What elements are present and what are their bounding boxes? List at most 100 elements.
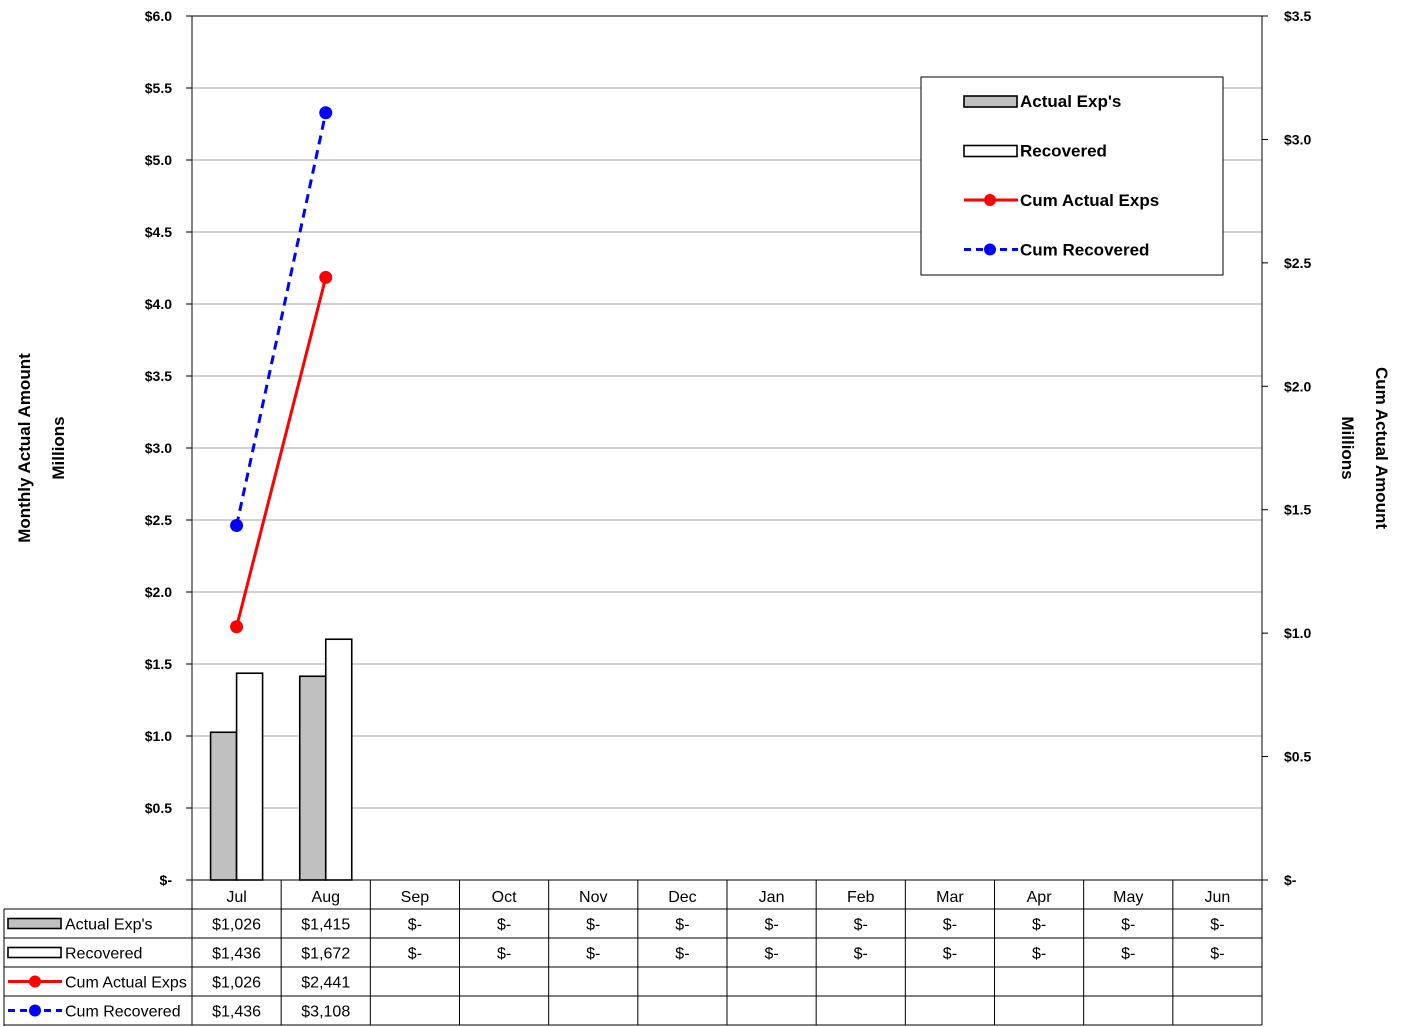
table-cell: $- [943, 917, 957, 934]
legend-label-cum-actual-exps: Cum Actual Exps [1020, 191, 1159, 210]
legend-label-cum-recovered: Cum Recovered [1020, 241, 1149, 260]
table-cell: $- [1210, 946, 1224, 963]
table-cell: $- [764, 917, 778, 934]
left-axis-title-line1: Monthly Actual Amount [15, 353, 34, 543]
table-row-label: Cum Recovered [65, 1004, 181, 1021]
left-tick-label: $2.5 [145, 512, 172, 528]
category-label-nov: Nov [579, 889, 607, 906]
left-tick-label: $3.5 [145, 368, 172, 384]
legend: Actual Exp's Recovered Cum Actual Exps Cum … [920, 76, 1224, 276]
right-tick-label: $- [1284, 872, 1297, 888]
table-cell: $- [943, 946, 957, 963]
category-label-jul: Jul [226, 889, 246, 906]
left-tick-label: $1.5 [145, 656, 172, 672]
axes: $6.0 $5.5 $5.0 $4.5 $4.0 $3.5 $3.0 $2.5 $2.0 $1.5… [15, 8, 1391, 888]
table-cell: $- [1032, 917, 1046, 934]
table-cell: $- [854, 946, 868, 963]
right-tick-label: $3.5 [1284, 8, 1311, 24]
table-cell: $1,026 [212, 917, 261, 934]
table-row-label: Actual Exp's [65, 917, 153, 934]
table-cell: $- [1121, 917, 1135, 934]
table-cell: $1,415 [301, 917, 350, 934]
left-tick-label: $5.0 [145, 152, 172, 168]
series-line-cum-actual-exps [235, 277, 328, 628]
legend-label-recovered: Recovered [1020, 142, 1107, 161]
table-cell: $- [675, 917, 689, 934]
table-cell: $3,108 [301, 1004, 350, 1021]
bars [209, 638, 353, 881]
category-label-sep: Sep [401, 889, 430, 906]
category-label-jan: Jan [759, 889, 785, 906]
left-tick-label: $0.5 [145, 800, 172, 816]
table-cell: $- [1210, 917, 1224, 934]
right-tick-label: $1.5 [1284, 502, 1311, 518]
category-label-jun: Jun [1205, 889, 1231, 906]
gridlines [192, 87, 1262, 809]
table-row-label: Recovered [65, 946, 142, 963]
point-cum-recovered-jul [230, 519, 244, 533]
left-tick-label: $2.0 [145, 584, 172, 600]
table-cell: $- [497, 917, 511, 934]
table-key-marker-3 [29, 1004, 41, 1017]
right-axis-title: Cum Actual Amount Millions [1338, 367, 1391, 529]
legend-box [920, 76, 1224, 276]
table-cell: $1,436 [212, 946, 261, 963]
legend-marker-cum-recovered [984, 243, 996, 256]
table-cell: $2,441 [301, 975, 350, 992]
category-label-aug: Aug [312, 889, 340, 906]
table-cell: $- [675, 946, 689, 963]
table-cell: $1,436 [212, 1004, 261, 1021]
table-key-marker-2 [29, 975, 41, 988]
left-tick-label: $- [160, 872, 173, 888]
right-axis-title-line2: Millions [1338, 416, 1357, 479]
table-cell: $- [764, 946, 778, 963]
table-key-1 [7, 946, 62, 959]
legend-key-recovered [963, 144, 1018, 158]
category-label-oct: Oct [492, 889, 517, 906]
left-axis-title-line2: Millions [49, 416, 68, 479]
right-tick-label: $1.0 [1284, 625, 1311, 641]
right-tick-label: $0.5 [1284, 749, 1311, 765]
left-tick-label: $6.0 [145, 8, 172, 24]
category-label-mar: Mar [936, 889, 964, 906]
left-axis-title: Monthly Actual Amount Millions [15, 353, 68, 543]
left-tick-label: $1.0 [145, 728, 172, 744]
legend-marker-cum-actual-exps [984, 194, 996, 206]
right-tick-label: $2.0 [1284, 378, 1311, 394]
table-cell: $- [408, 946, 422, 963]
table-cell: $1,672 [301, 946, 350, 963]
bar-actual-exp-s-jul [209, 731, 238, 881]
point-cum-recovered-aug [319, 106, 333, 120]
left-tick-label: $4.0 [145, 296, 172, 312]
bar-recovered-aug [324, 638, 353, 881]
table-cell: $- [1032, 946, 1046, 963]
table-cell: $1,026 [212, 975, 261, 992]
table-cell: $- [1121, 946, 1135, 963]
left-tick-label: $3.0 [145, 440, 172, 456]
table-cell: $- [497, 946, 511, 963]
legend-key-actual-exp-s [963, 95, 1018, 108]
right-tick-label: $2.5 [1284, 255, 1311, 271]
lines [230, 106, 333, 634]
category-label-dec: Dec [668, 889, 696, 906]
category-label-apr: Apr [1027, 889, 1053, 906]
table-row-label: Cum Actual Exps [65, 975, 187, 992]
category-label-feb: Feb [847, 889, 875, 906]
left-tick-label: $5.5 [145, 80, 172, 96]
table-cell: $- [586, 917, 600, 934]
point-cum-actual-exps-aug [319, 270, 333, 284]
point-cum-actual-exps-jul [230, 620, 244, 634]
left-tick-label: $4.5 [145, 224, 172, 240]
bar-actual-exp-s-aug [298, 675, 327, 881]
category-label-may: May [1113, 889, 1143, 906]
right-axis-title-line1: Cum Actual Amount [1372, 367, 1391, 529]
table-cell: $- [586, 946, 600, 963]
table-cell: $- [854, 917, 868, 934]
series-line-cum-recovered [235, 112, 328, 526]
legend-label-actual-exp-s: Actual Exp's [1020, 92, 1121, 111]
bar-recovered-jul [235, 672, 264, 881]
right-tick-label: $3.0 [1284, 131, 1311, 147]
data-table: Jul Aug Sep Oct Nov Dec Jan Feb Mar Apr May Jun Actu… [3, 880, 1263, 1026]
table-cell: $- [408, 917, 422, 934]
